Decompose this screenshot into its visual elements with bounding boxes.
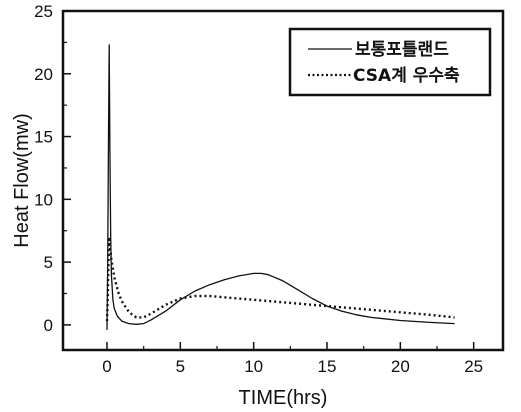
y-axis-label: Heat Flow(mw) <box>11 113 33 247</box>
x-tick-label: 5 <box>176 357 185 376</box>
plot-lines <box>105 44 455 330</box>
x-tick-label: 25 <box>464 357 483 376</box>
y-tick-labels: 0 5 10 15 20 25 <box>34 2 53 335</box>
y-tick-label: 5 <box>44 253 53 272</box>
legend-label-portland: 보통포틀랜드 <box>355 40 449 60</box>
legend-label-csa: CSA계 우수축 <box>353 66 460 86</box>
y-tick-label: 25 <box>34 2 53 21</box>
x-tick-label: 0 <box>102 357 111 376</box>
y-tick-label: 0 <box>44 316 53 335</box>
plot-frame <box>61 9 505 352</box>
x-axis-label: TIME(hrs) <box>239 387 328 409</box>
legend-box <box>288 27 492 97</box>
x-tick-labels: 0 5 10 15 20 25 <box>102 357 483 376</box>
x-tick-label: 20 <box>391 357 410 376</box>
series-line-portland <box>106 44 455 330</box>
series-line-csa <box>105 235 455 322</box>
y-tick-label: 20 <box>34 65 53 84</box>
y-tick-label: 15 <box>34 128 53 147</box>
y-tick-label: 10 <box>34 190 53 209</box>
x-tick-label: 10 <box>244 357 263 376</box>
legend: 보통포틀랜드 CSA계 우수축 <box>288 27 492 97</box>
x-tick-label: 15 <box>318 357 337 376</box>
